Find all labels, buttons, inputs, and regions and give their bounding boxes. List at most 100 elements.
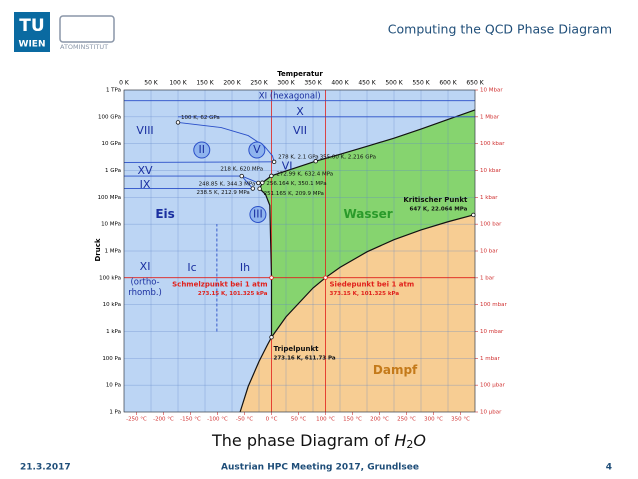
- phase-boundary: [259, 188, 273, 338]
- y2-tick-label: 1 Mbar: [480, 114, 500, 120]
- region-label: VIII: [136, 124, 153, 137]
- region-label: XV: [138, 164, 154, 177]
- region-label: VI: [282, 160, 293, 173]
- point-marker: [269, 335, 274, 340]
- phase-boundary: [259, 160, 316, 189]
- point-label: 355.00 K, 2.216 GPa: [320, 155, 376, 161]
- point-label: 256.164 K, 350.1 MPa: [266, 181, 326, 187]
- point-marker: [257, 186, 262, 191]
- x-tick-label: 150 K: [196, 80, 214, 87]
- caption-text: The phase Diagram of: [211, 431, 390, 450]
- region-label: Ih: [240, 261, 250, 274]
- phase-boundary: [123, 161, 275, 163]
- logo-top: TU: [19, 16, 44, 36]
- y-tick-label: 10 MPa: [101, 222, 121, 228]
- phase-boundary: [241, 175, 254, 189]
- point-detail: 647 K, 22.064 MPa: [410, 206, 468, 212]
- point-label: Tripelpunkt: [274, 345, 320, 353]
- y-tick-label: 100 kPa: [99, 275, 121, 281]
- x-tick-label: 100 K: [169, 80, 187, 87]
- point-marker: [260, 180, 265, 185]
- footer-page: 4: [606, 463, 612, 473]
- region-label: Wasser: [343, 207, 392, 221]
- caption: The phase Diagram of H2O: [211, 431, 426, 452]
- x-axis-title: Temperatur: [277, 70, 323, 78]
- y2-tick-label: 1 mbar: [480, 356, 500, 362]
- point-marker: [313, 159, 318, 164]
- point-marker: [271, 159, 277, 165]
- caption-subscript: 2: [406, 438, 413, 451]
- y2-tick-label: 10 Mbar: [480, 88, 503, 94]
- x2-tick-label: 200 °C: [370, 417, 389, 423]
- x-tick-label: 600 K: [439, 80, 457, 87]
- point-marker: [239, 173, 244, 179]
- region-label: (ortho-: [130, 277, 159, 287]
- footer-date: 21.3.2017: [20, 463, 71, 473]
- y2-tick-label: 100 kbar: [480, 141, 505, 147]
- y-tick-label: 1 TPa: [106, 88, 121, 94]
- x2-tick-label: -50 °C: [236, 417, 253, 423]
- y2-tick-label: 1 kbar: [480, 195, 498, 201]
- point-label: 238.5 K, 212.9 MPa: [197, 190, 250, 196]
- vapor-fill: [240, 214, 475, 412]
- x-tick-label: 450 K: [358, 80, 376, 87]
- region-label: XI: [140, 260, 151, 273]
- point-label: 278 K, 2.1 GPa: [278, 154, 319, 160]
- region-circle: [249, 205, 267, 223]
- region-label: rhomb.): [128, 288, 162, 298]
- point-label: Kritischer Punkt: [403, 196, 468, 204]
- point-label: 251.165 K, 209.9 MPa: [264, 191, 324, 197]
- x-tick-label: 250 K: [250, 80, 268, 87]
- point-detail: 373.15 K, 101.325 kPa: [330, 291, 400, 297]
- y-tick-label: 1 Pa: [109, 410, 121, 416]
- region-circle: [248, 141, 266, 159]
- region-label: X: [296, 105, 304, 118]
- point-label: Schmelzpunkt bei 1 atm: [172, 281, 267, 289]
- caption-formula: H: [394, 431, 406, 450]
- x2-tick-label: 150 °C: [343, 417, 362, 423]
- point-marker: [269, 173, 274, 179]
- y-tick-label: 100 Pa: [102, 356, 121, 362]
- point-label: 100 K, 62 GPa: [181, 115, 220, 121]
- phase-boundary: [315, 109, 476, 162]
- x-tick-label: 50 K: [144, 80, 159, 87]
- region-label: Dampf: [373, 363, 418, 377]
- point-label: 248.85 K, 344.3 MPa: [199, 181, 256, 187]
- region-label: VII: [293, 124, 307, 137]
- point-detail: 273.15 K, 101.325 kPa: [198, 291, 268, 297]
- x-tick-label: 200 K: [223, 80, 241, 87]
- y-axis-title: Druck: [94, 238, 102, 261]
- footer-event: Austrian HPC Meeting 2017, Grundlsee: [221, 463, 419, 473]
- y2-tick-label: 10 µbar: [480, 410, 502, 416]
- point-marker: [250, 186, 255, 191]
- point-marker: [175, 120, 181, 125]
- point-marker: [269, 275, 274, 280]
- plot-frame: [123, 89, 476, 413]
- x-tick-label: 550 K: [412, 80, 430, 87]
- region-label: XI (hexagonal): [259, 91, 321, 101]
- plot: 0 K 50 K 100 K 150 K 200 K 250 K 300 K 350 K 400…: [98, 80, 508, 423]
- region-label: V: [253, 143, 261, 156]
- y2-tick-label: 10 mbar: [480, 329, 504, 335]
- y-tick-label: 100 GPa: [98, 114, 121, 120]
- x-tick-label: 650 K: [466, 80, 484, 87]
- x2-tick-label: -150 °C: [180, 417, 201, 423]
- x-tick-label: 400 K: [331, 80, 349, 87]
- x-tick-label: 0 K: [119, 80, 130, 87]
- point-marker: [471, 212, 476, 218]
- x2-tick-label: 50 °C: [291, 417, 306, 423]
- phase-boundary: [239, 336, 273, 413]
- y2-tick-label: 100 µbar: [480, 383, 506, 389]
- region-label: II: [199, 143, 206, 156]
- phase-boundary: [177, 121, 275, 162]
- caption-formula-end: O: [413, 431, 426, 450]
- region-label: Eis: [155, 207, 174, 221]
- y-tick-label: 100 MPa: [98, 195, 121, 201]
- y2-tick-label: 1 bar: [480, 275, 495, 281]
- y2-tick-label: 10 bar: [480, 249, 499, 255]
- point-label: 272.99 K, 632.4 MPa: [276, 171, 333, 177]
- y-tick-label: 1 GPa: [105, 168, 121, 174]
- point-marker: [256, 180, 261, 186]
- x2-tick-label: 0 °C: [266, 417, 278, 423]
